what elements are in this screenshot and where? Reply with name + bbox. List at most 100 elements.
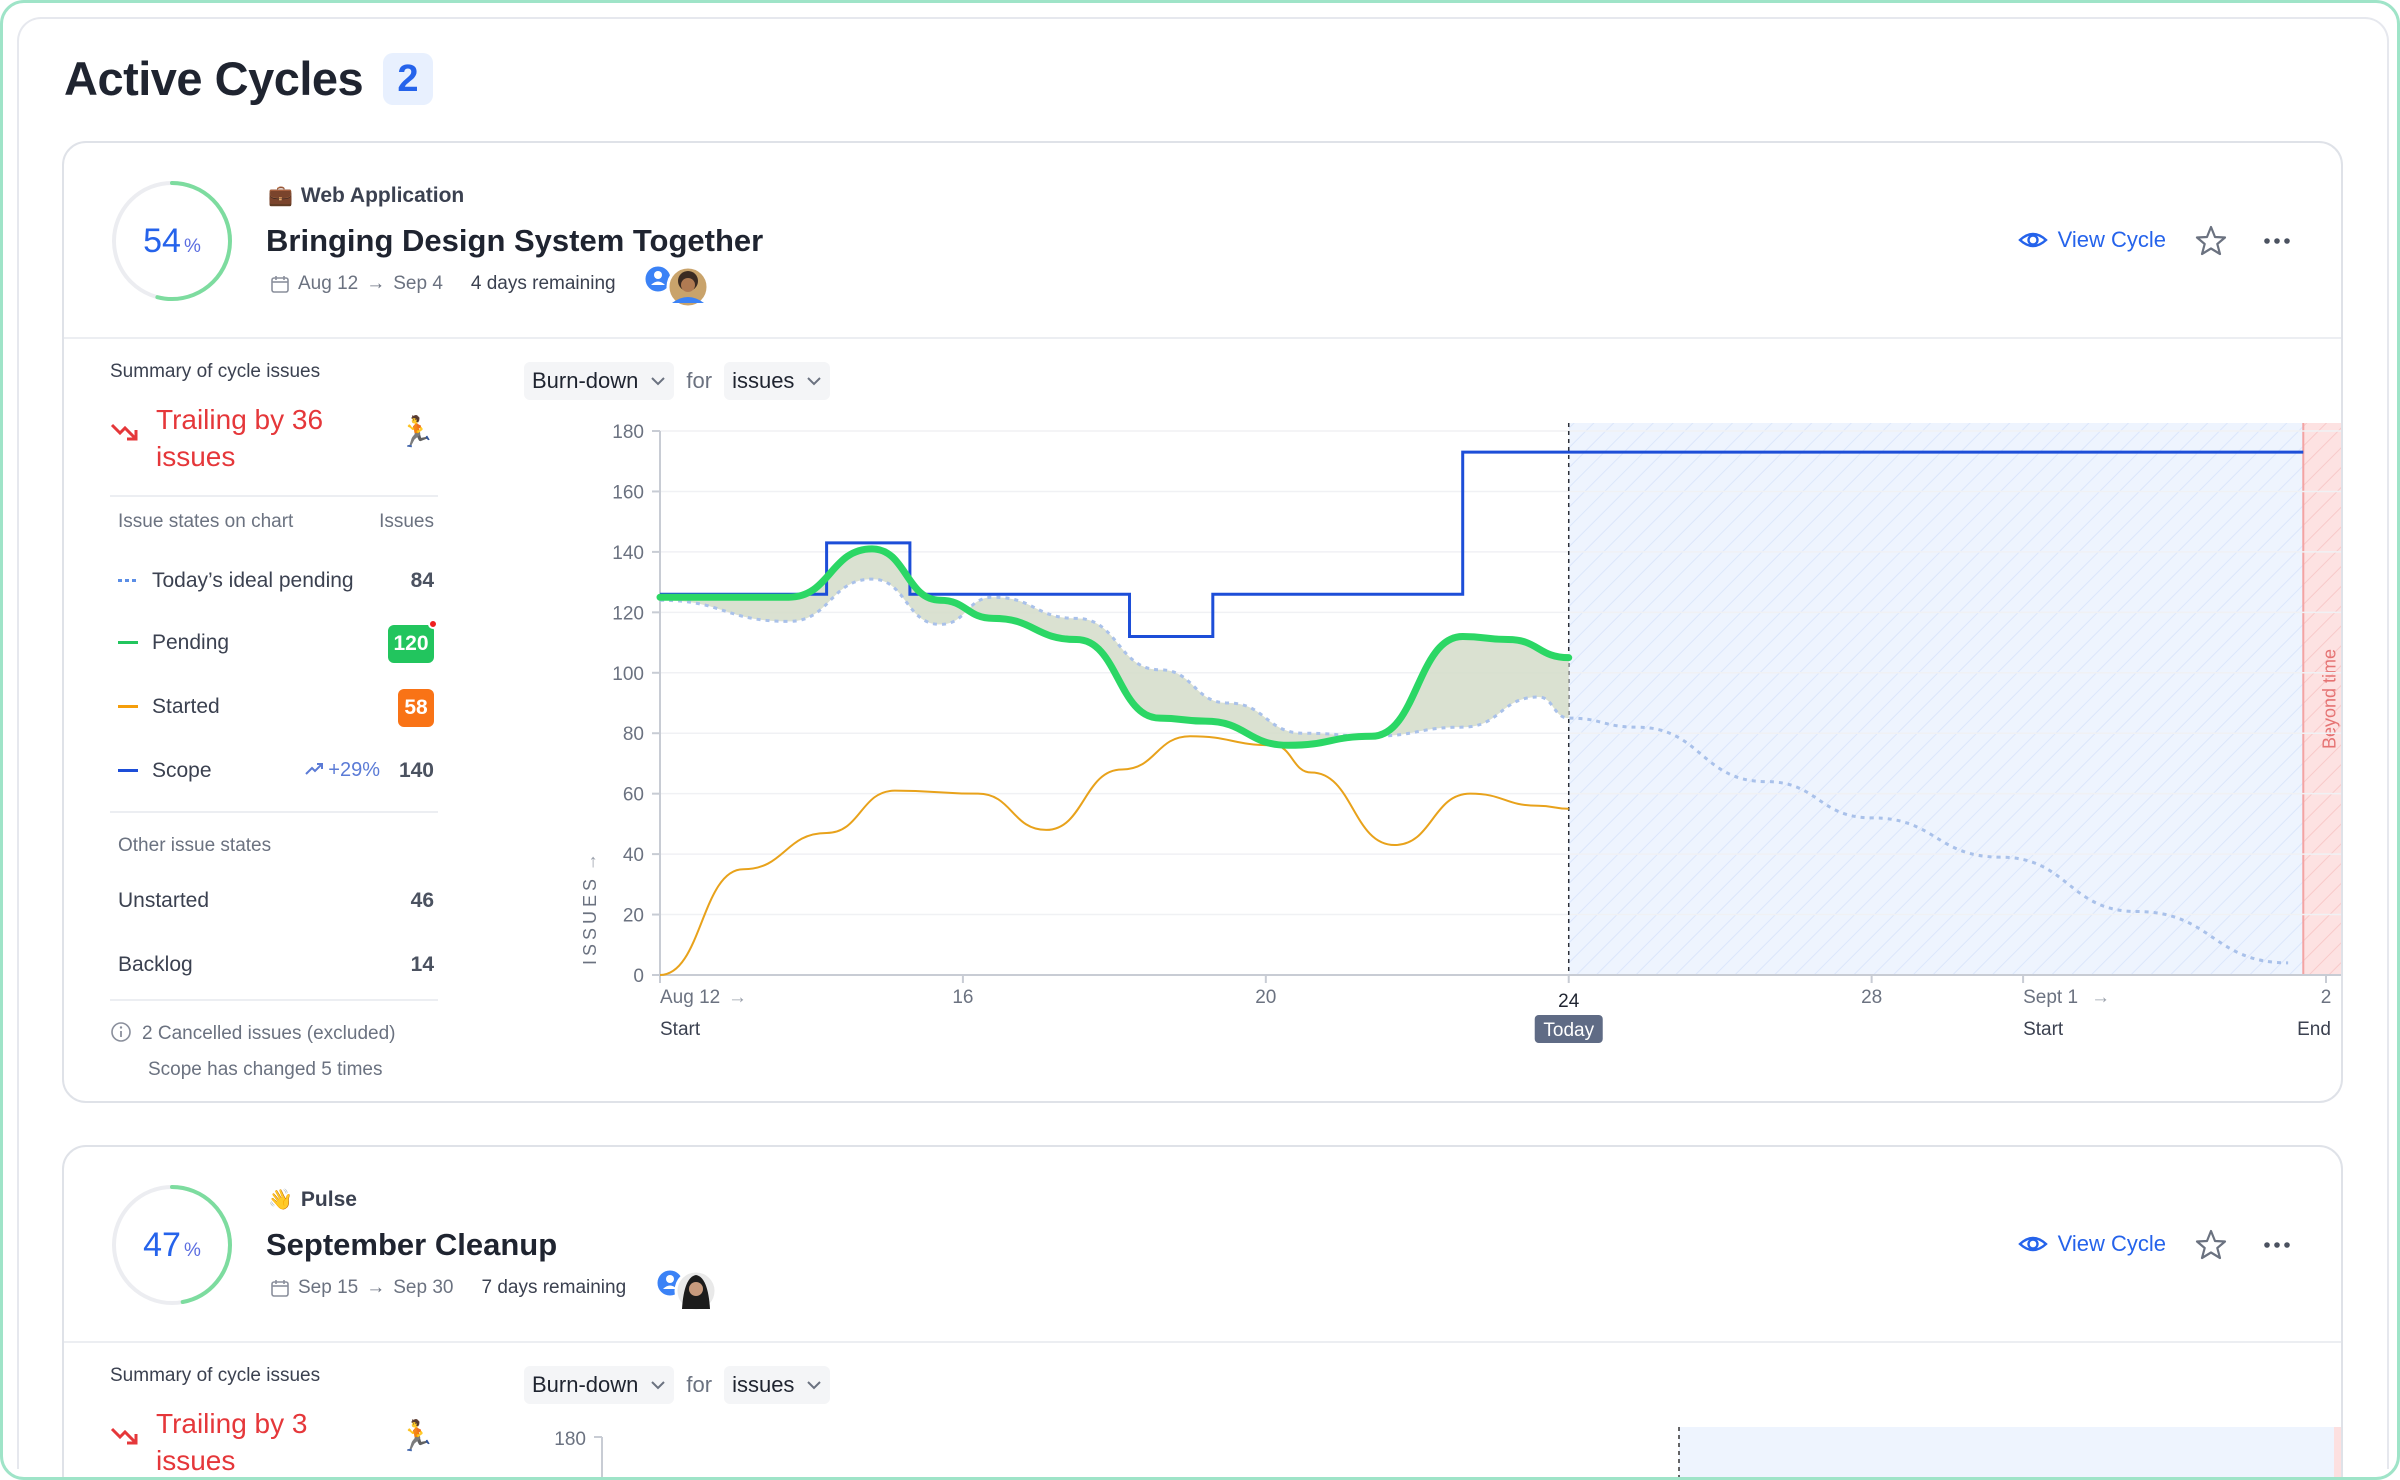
progress-value: 54%	[143, 222, 201, 260]
divider	[110, 811, 438, 813]
divider	[110, 495, 438, 497]
view-cycle-button[interactable]: View Cycle	[2017, 227, 2166, 253]
progress-value: 47%	[143, 1226, 201, 1264]
y-tick-label: 180	[554, 1429, 586, 1450]
x-tick-label: 28	[1861, 987, 1882, 1008]
page-title: Active Cycles	[64, 52, 364, 105]
runner-emoji: 🏃	[398, 1420, 436, 1453]
series-ideal-line	[659, 577, 2289, 965]
started-count-pill: 58	[398, 689, 434, 727]
cycle-title[interactable]: September Cleanup	[266, 1227, 558, 1262]
chevron-down-icon	[807, 377, 822, 386]
x-tick-label: 20	[1255, 987, 1276, 1008]
progress-ring	[112, 1185, 232, 1305]
trailing-status: Trailing by 36 issues 🏃	[110, 401, 440, 481]
trend-up-icon	[305, 763, 324, 775]
y-tick-label: 140	[612, 543, 644, 564]
state-value: 140	[398, 759, 434, 782]
ahead-schedule-area	[660, 548, 1569, 746]
state-row-ideal[interactable]: Today’s ideal pending 84	[118, 563, 434, 603]
assignee-avatars[interactable]	[654, 1267, 734, 1317]
start-date: Sep 15	[298, 1277, 359, 1298]
state-row-started[interactable]: Started 58	[118, 689, 434, 729]
divider	[110, 999, 438, 1001]
other-state-row: Backlog 14	[118, 953, 434, 976]
trend-down-icon	[110, 423, 138, 441]
other-state-row: Unstarted 46	[118, 889, 434, 912]
more-horizontal-icon[interactable]	[2259, 1227, 2295, 1263]
x-sub-label: Start	[660, 1019, 701, 1040]
y-tick-label: 40	[623, 845, 644, 866]
metric-dropdown[interactable]: issues	[724, 1366, 831, 1404]
y-tick-label: 20	[623, 906, 644, 927]
days-remaining: 4 days remaining	[470, 273, 616, 294]
y-tick-label: 180	[612, 423, 644, 443]
cycle-title[interactable]: Bringing Design System Together	[266, 223, 764, 258]
future-region-hatch	[1568, 423, 2304, 975]
y-tick-label: 120	[612, 603, 644, 624]
y-axis-label: ISSUES	[580, 875, 600, 965]
x-sub-label: Start	[2023, 1019, 2064, 1040]
metric-dropdown[interactable]: issues	[724, 362, 831, 400]
summary-title: Summary of cycle issues	[110, 361, 321, 382]
end-date: Sep 4	[393, 273, 443, 294]
state-label: Today’s ideal pending	[152, 569, 354, 592]
beyond-time-label: Beyond time	[2319, 649, 2339, 749]
arrow-right-icon: →	[366, 1277, 386, 1298]
assignee-avatars[interactable]	[642, 263, 722, 313]
star-icon[interactable]	[2193, 223, 2229, 259]
cycle-card: 47% 👋 Pulse September Cleanup Sep 15 → Se…	[62, 1145, 2343, 1477]
beyond-time-region	[2334, 1427, 2341, 1477]
cycle-header: 54% 💼 Web Application Bringing Design Sys…	[64, 143, 2341, 339]
view-cycle-label: View Cycle	[2057, 1231, 2166, 1256]
other-states-header: Other issue states	[118, 835, 272, 856]
for-label: for	[686, 1372, 713, 1397]
for-label: for	[686, 368, 713, 393]
state-label: Scope	[152, 759, 212, 782]
x-tick-label: Sept 1	[2023, 987, 2078, 1008]
beyond-time-hatch	[2303, 423, 2341, 975]
cycle-card: 54% 💼 Web Application Bringing Design Sys…	[62, 141, 2343, 1103]
view-cycle-label: View Cycle	[2057, 227, 2166, 252]
state-label: Started	[152, 695, 220, 718]
state-value: 84	[410, 569, 434, 592]
runner-emoji: 🏃	[398, 416, 436, 449]
star-icon[interactable]	[2193, 1227, 2229, 1263]
chevron-down-icon	[807, 1381, 822, 1390]
view-cycle-button[interactable]: View Cycle	[2017, 1231, 2166, 1257]
burndown-chart: Beyond time 0 20 40 60 80 100 120 140 160 180 ISSUE…	[580, 423, 2341, 1043]
project-label: 👋 Pulse	[268, 1188, 357, 1211]
cycle-dates: Sep 15 → Sep 30 7 days remaining	[270, 1277, 626, 1299]
cycle-summary: Summary of cycle issues Trailing by 36 i…	[110, 361, 440, 472]
cycle-dates: Aug 12 → Sep 4 4 days remaining	[270, 273, 616, 295]
y-tick-label: 80	[623, 724, 644, 745]
state-row-pending[interactable]: Pending 120	[118, 619, 438, 665]
x-sub-label: End	[2297, 1019, 2331, 1040]
future-region	[1679, 1427, 2341, 1477]
scope-change-note: Scope has changed 5 times	[148, 1059, 383, 1080]
state-row-scope[interactable]: Scope +29% 140	[118, 753, 434, 793]
calendar-icon	[271, 1280, 289, 1297]
pending-count-pill: 120	[388, 625, 434, 663]
info-icon	[111, 1022, 131, 1042]
cycle-summary: Summary of cycle issues Trailing by 3 is…	[110, 1365, 440, 1476]
y-axis-arrow-icon: →	[580, 853, 600, 871]
alert-dot-icon	[428, 619, 438, 629]
more-horizontal-icon[interactable]	[2259, 223, 2295, 259]
chart-type-dropdown[interactable]: Burn-down	[524, 1366, 675, 1404]
summary-title: Summary of cycle issues	[110, 1365, 321, 1386]
chevron-down-icon	[651, 1381, 666, 1390]
cycle-count-badge: 2	[383, 53, 433, 105]
chart-controls: Burn-down for issues	[524, 361, 831, 401]
series-started-line	[659, 735, 1569, 976]
x-tick-label: Aug 12	[660, 987, 720, 1008]
chevron-down-icon	[651, 377, 666, 386]
chart-type-dropdown[interactable]: Burn-down	[524, 362, 675, 400]
trend-down-icon	[110, 1427, 138, 1445]
arrow-right-icon: →	[2091, 987, 2110, 1008]
scope-delta: +29%	[305, 759, 380, 782]
project-emoji-icon: 💼	[268, 185, 293, 207]
x-tick-label: 24	[1558, 991, 1580, 1012]
project-label: 💼 Web Application	[268, 184, 465, 207]
